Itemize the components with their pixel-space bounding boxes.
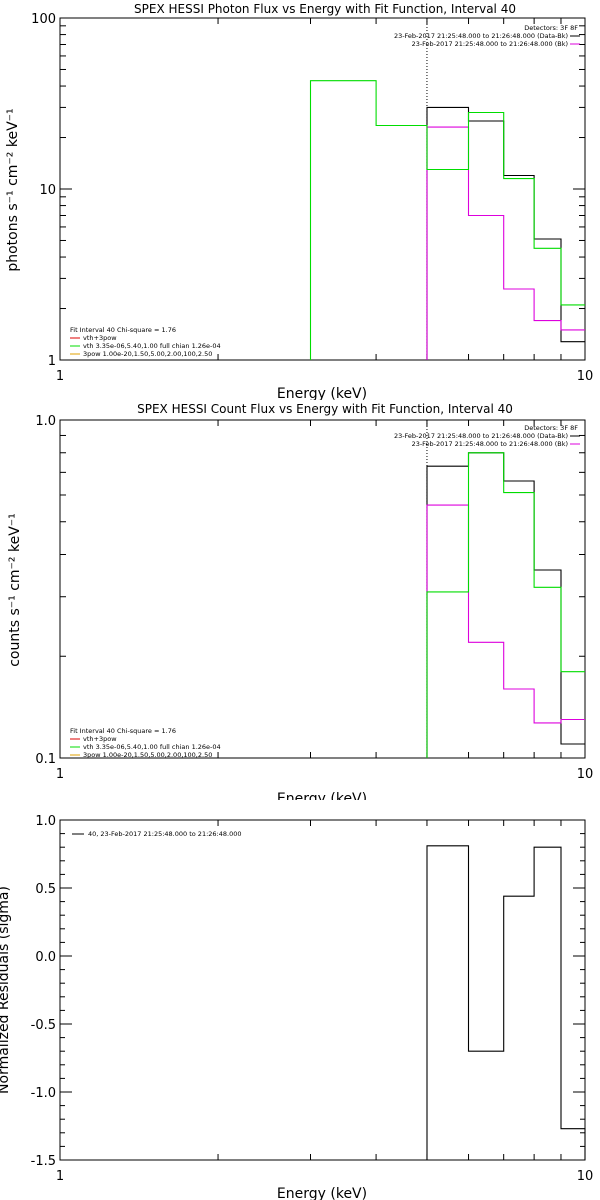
y-axis-label: photons s⁻¹ cm⁻² keV⁻¹	[5, 108, 21, 271]
y-tick-label: 0.1	[35, 752, 56, 767]
legend-top-right: Detectors: 3F 8F 23-Feb-2017 21:25:48.00…	[394, 424, 580, 448]
legend-fit-header: Fit Interval 40 Chi-square = 1.76	[70, 326, 176, 334]
x-tick-label: 10	[577, 369, 594, 384]
legend-entry-model: vth+3pow	[83, 334, 117, 342]
legend-detectors: Detectors: 3F 8F	[524, 424, 578, 432]
series-layer	[309, 80, 585, 360]
plot-axes: 1 10 1 10 100	[31, 12, 593, 384]
y-tick-label: 1.0	[35, 414, 56, 429]
legend-bottom-left: Fit Interval 40 Chi-square = 1.76 vth+3p…	[70, 326, 221, 358]
y-tick-label: 0.5	[35, 882, 56, 897]
y-tick-label: 1.0	[35, 814, 56, 829]
legend-entry-vth: vth 3.35e-06,5.40,1.00 full chian 1.26e-…	[83, 342, 221, 350]
x-axis-label: Energy (keV)	[277, 1186, 367, 1200]
photon-flux-panel: SPEX HESSI Photon Flux vs Energy with Fi…	[5, 2, 593, 400]
y-tick-label: -0.5	[31, 1018, 56, 1033]
plot-axes: 1 10 1.0 0.5 0.0 -0.5 -1.0 -1.5	[31, 814, 594, 1184]
series-layer	[426, 452, 585, 758]
y-tick-label: 10	[39, 183, 56, 198]
series-background	[426, 126, 585, 360]
legend-entry-background: 23-Feb-2017 21:25:48.000 to 21:26:48.000…	[412, 40, 568, 48]
legend-entry-3pow: 3pow 1.00e-20,1.50,5.00,2.00,100,2.50	[83, 751, 212, 759]
chart-title: SPEX HESSI Photon Flux vs Energy with Fi…	[134, 2, 516, 16]
legend-entry-model: vth+3pow	[83, 735, 117, 743]
series-residuals	[426, 845, 586, 1160]
legend-entry-data: 23-Feb-2017 21:25:48.000 to 21:26:48.000…	[394, 32, 568, 40]
x-axis-label: Energy (keV)	[277, 386, 367, 400]
legend-bottom-left: Fit Interval 40 Chi-square = 1.76 vth+3p…	[70, 727, 221, 759]
legend-entry-3pow: 3pow 1.00e-20,1.50,5.00,2.00,100,2.50	[83, 350, 212, 358]
y-tick-label: -1.5	[31, 1154, 56, 1169]
x-axis-label: Energy (keV)	[277, 791, 367, 800]
y-axis-label: counts s⁻¹ cm⁻² keV⁻¹	[7, 513, 23, 667]
legend-entry-vth: vth 3.35e-06,5.40,1.00 full chian 1.26e-…	[83, 743, 221, 751]
x-tick-label: 1	[56, 369, 64, 384]
plot-frame	[59, 419, 586, 759]
legend-top-left: 40, 23-Feb-2017 21:25:48.000 to 21:26:48…	[72, 830, 241, 838]
chart-title: SPEX HESSI Count Flux vs Energy with Fit…	[137, 402, 513, 416]
plot-frame	[59, 819, 586, 1161]
legend-entry-background: 23-Feb-2017 21:25:48.000 to 21:26:48.000…	[412, 440, 568, 448]
series-fit	[309, 80, 585, 360]
legend-detectors: Detectors: 3F 8F	[524, 24, 578, 32]
x-tick-label: 1	[56, 1169, 64, 1184]
legend-entry-residuals: 40, 23-Feb-2017 21:25:48.000 to 21:26:48…	[88, 830, 241, 838]
y-tick-label: 1	[48, 354, 56, 369]
series-background	[426, 504, 585, 758]
count-flux-panel: SPEX HESSI Count Flux vs Energy with Fit…	[7, 402, 594, 800]
residuals-panel: 1 10 1.0 0.5 0.0 -0.5 -1.0 -1.5 40, 23-Feb-2017…	[0, 814, 594, 1200]
y-axis-label: Normalized Residuals (sigma)	[0, 886, 12, 1094]
y-tick-label: -1.0	[31, 1086, 56, 1101]
series-fit	[426, 452, 585, 758]
x-tick-label: 10	[577, 767, 594, 782]
x-tick-label: 1	[56, 767, 64, 782]
y-tick-label: 100	[31, 12, 56, 27]
series-layer	[426, 845, 586, 1160]
legend-entry-data: 23-Feb-2017 21:25:48.000 to 21:26:48.000…	[394, 432, 568, 440]
legend-fit-header: Fit Interval 40 Chi-square = 1.76	[70, 727, 176, 735]
y-tick-label: 0.0	[35, 950, 56, 965]
plot-frame	[59, 17, 586, 361]
x-tick-label: 10	[577, 1169, 594, 1184]
legend-top-right: Detectors: 3F 8F 23-Feb-2017 21:25:48.00…	[394, 24, 580, 48]
